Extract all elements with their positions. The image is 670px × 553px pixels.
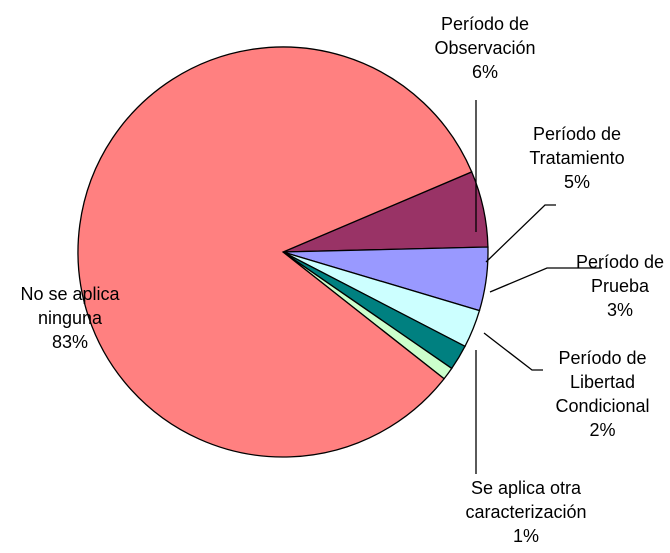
value-label: 3% [606, 300, 633, 320]
slice-label: Período de Observación 6% [405, 12, 565, 84]
slice-label: No se aplica ninguna 83% [5, 282, 135, 354]
category-label: Período de Libertad Condicional [555, 348, 650, 416]
slices [77, 46, 489, 458]
value-label: 1% [512, 526, 539, 546]
category-label: Período de Observación [434, 14, 536, 58]
pie-slice [77, 46, 473, 458]
category-label: Se aplica otra caracterización [465, 478, 587, 522]
slice-label: Se aplica otra caracterización 1% [436, 476, 616, 548]
leader-line [485, 204, 556, 263]
leader-lines [475, 100, 602, 474]
category-label: Período de Tratamiento [529, 124, 625, 168]
value-label: 83% [51, 332, 89, 352]
value-label: 5% [563, 172, 590, 192]
slice-label: Período de Libertad Condicional 2% [535, 346, 670, 442]
leader-line [489, 267, 602, 293]
category-label: Período de Prueba [575, 252, 665, 296]
slice-label: Período de Prueba 3% [565, 250, 670, 322]
slice-label: Período de Tratamiento 5% [507, 122, 647, 194]
value-label: 2% [589, 420, 616, 440]
category-label: No se aplica ninguna [20, 284, 120, 328]
leader-line [483, 332, 543, 371]
value-label: 6% [471, 62, 498, 82]
